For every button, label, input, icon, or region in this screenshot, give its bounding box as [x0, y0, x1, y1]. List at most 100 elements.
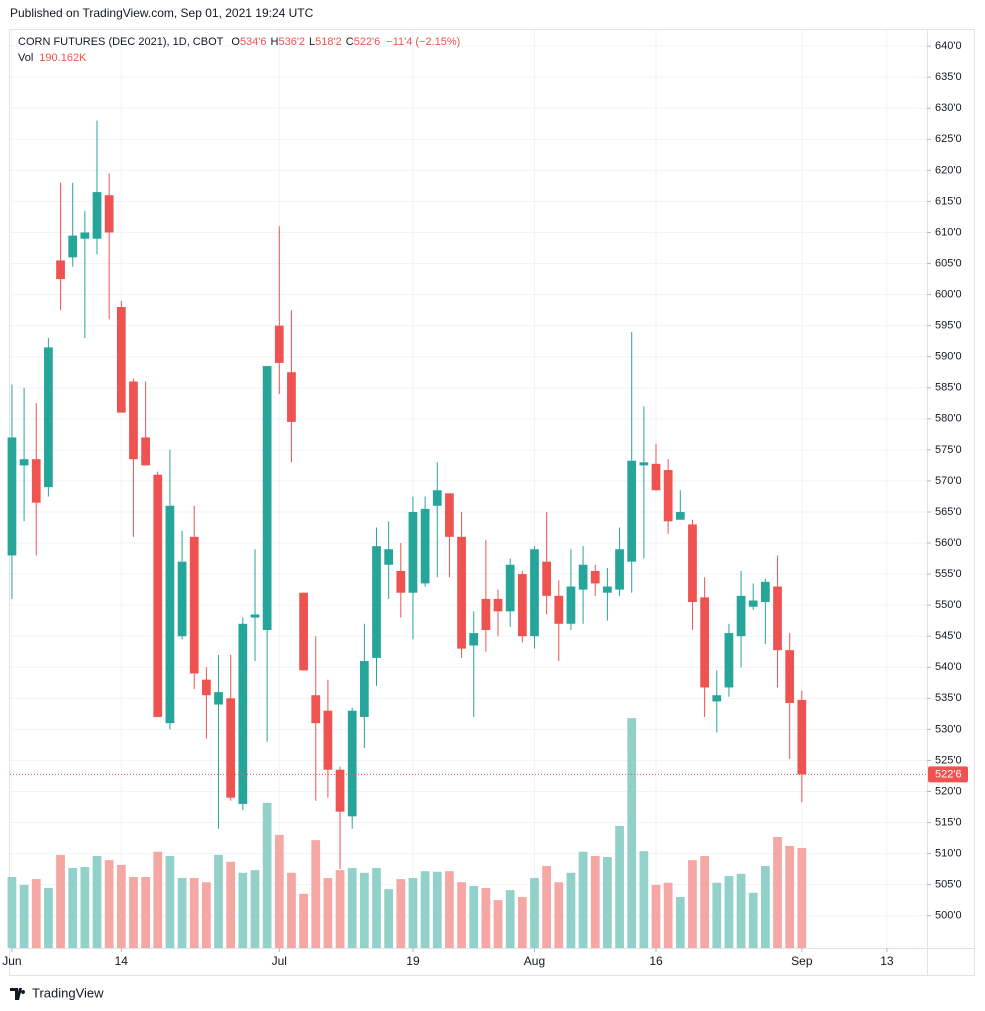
candle-body — [724, 633, 734, 688]
candle-body — [44, 347, 53, 488]
candle-body — [80, 232, 90, 239]
candle-body — [250, 614, 260, 618]
volume-bar — [214, 854, 223, 948]
volume-bar — [420, 871, 430, 948]
candle-body — [214, 692, 223, 705]
candle-body — [359, 661, 369, 717]
candle-body — [578, 564, 588, 590]
volume-bar — [469, 885, 479, 948]
volume-bar — [724, 875, 734, 948]
volume-value: 190.162K — [39, 52, 87, 64]
candle-body — [663, 470, 673, 522]
candle-body — [785, 650, 795, 703]
volume-label: Vol — [18, 52, 33, 64]
candle-body — [761, 581, 770, 603]
volume-bar — [578, 851, 588, 948]
x-tick-label: 13 — [880, 954, 894, 968]
volume-bar — [129, 876, 138, 948]
y-tick-label: 590'0 — [935, 351, 962, 363]
volume-bar — [566, 872, 576, 948]
candle-body — [627, 460, 637, 562]
volume-bar — [457, 882, 466, 948]
volume-bar — [80, 866, 90, 948]
candle-body — [238, 623, 248, 804]
y-tick-label: 595'0 — [935, 320, 962, 332]
volume-bar — [202, 882, 211, 948]
y-tick-label: 520'0 — [935, 785, 962, 797]
volume-bar — [189, 878, 199, 948]
candle-body — [347, 710, 357, 817]
y-tick-label: 545'0 — [935, 630, 962, 642]
y-tick-label: 615'0 — [935, 195, 962, 207]
y-tick-label: 525'0 — [935, 754, 962, 766]
candle-body — [590, 570, 600, 584]
published-note: Published on TradingView.com, Sep 01, 20… — [10, 6, 314, 20]
volume-bar — [761, 865, 770, 948]
candle-body — [92, 192, 102, 239]
candle-body — [202, 679, 211, 696]
y-tick-label: 500'0 — [935, 910, 962, 922]
candle-body — [408, 511, 418, 593]
volume-bar — [68, 868, 78, 948]
candle-body — [748, 600, 758, 607]
candle-body — [688, 524, 697, 603]
volume-bar — [165, 855, 175, 948]
volume-bar — [408, 878, 418, 948]
legend-key: H — [271, 36, 279, 48]
volume-bar — [299, 893, 308, 948]
y-tick-label: 640'0 — [935, 40, 962, 52]
y-tick-label: 555'0 — [935, 568, 962, 580]
legend: CORN FUTURES (DEC 2021), 1D, CBOT O 534'6 H… — [18, 36, 460, 64]
legend-key: L — [309, 36, 315, 48]
candle-body — [299, 592, 308, 671]
volume-bar — [530, 878, 539, 948]
volume-bar — [238, 872, 248, 948]
candle-body — [189, 536, 199, 674]
volume-bar — [748, 892, 758, 948]
candle-body — [335, 769, 345, 812]
candle-body — [675, 511, 685, 520]
volume-bar — [736, 873, 746, 948]
volume-bar — [56, 854, 65, 948]
volume-bar — [627, 718, 637, 948]
volume-bar — [7, 876, 17, 948]
x-tick-label: Sep — [791, 954, 813, 968]
candle-body — [226, 698, 236, 798]
volume-bar — [226, 861, 236, 948]
volume-bar — [19, 884, 29, 948]
candle-body — [153, 474, 163, 717]
volume-bar — [797, 847, 807, 948]
volume-bar — [335, 870, 345, 948]
volume-bar — [384, 889, 394, 948]
volume-bar — [359, 872, 369, 948]
candle-body — [323, 710, 333, 770]
volume-bar — [323, 878, 333, 948]
volume-bar — [517, 896, 527, 948]
last-price-label: 522'6 — [935, 768, 962, 780]
volume-bar — [554, 882, 564, 948]
candle-body — [68, 235, 78, 258]
candle-body — [274, 325, 284, 363]
candle-body — [773, 586, 782, 651]
candle-body — [797, 699, 807, 775]
volume-bar — [773, 837, 782, 948]
last-price-box — [928, 766, 968, 783]
candle-body — [493, 598, 503, 612]
y-tick-label: 580'0 — [935, 413, 962, 425]
y-tick-label: 505'0 — [935, 879, 962, 891]
candle-body — [505, 564, 515, 612]
y-tick-label: 560'0 — [935, 537, 962, 549]
volume-bar — [445, 871, 454, 948]
candle-body — [7, 437, 17, 556]
x-tick-label: Jul — [272, 954, 287, 968]
y-tick-label: 610'0 — [935, 226, 962, 238]
candle-body — [116, 307, 126, 413]
volume-bar — [700, 855, 709, 948]
volume-bar — [603, 857, 612, 948]
volume-bar — [590, 855, 600, 948]
volume-bar — [396, 879, 406, 948]
volume-bar — [372, 868, 381, 948]
candle-body — [445, 493, 454, 537]
x-tick-label: Aug — [524, 954, 545, 968]
